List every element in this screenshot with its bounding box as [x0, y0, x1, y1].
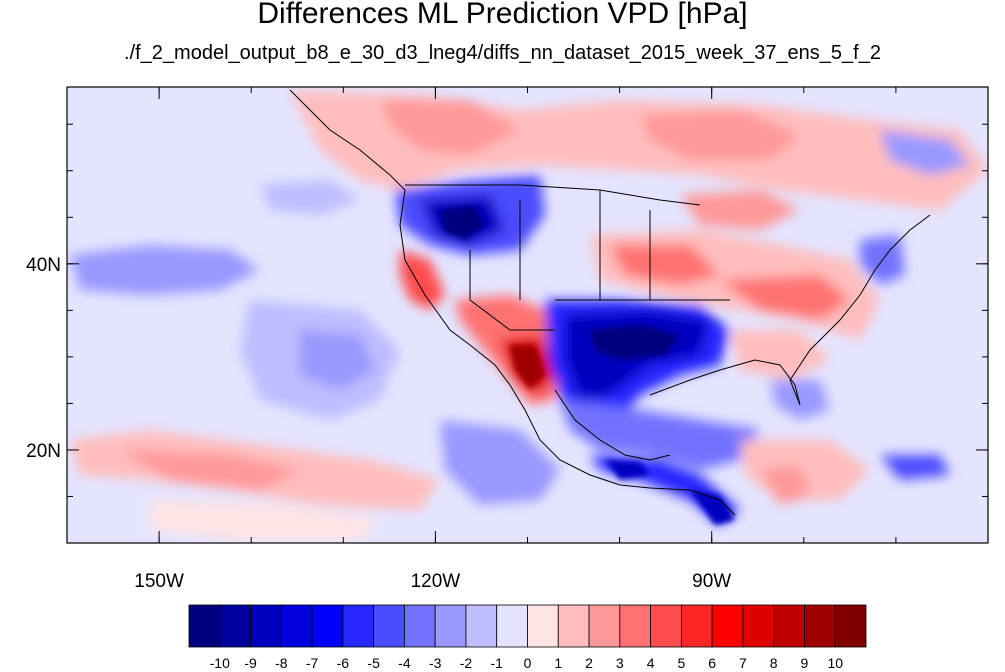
colorbar-swatch	[373, 604, 405, 648]
colorbar-swatch	[250, 604, 282, 648]
axis-tick-labels: 150W 120W 90W 40N 20N	[26, 255, 731, 592]
colorbar-swatch	[557, 604, 590, 648]
colorbar-swatch	[188, 604, 221, 648]
colorbar-level-label: 8	[770, 655, 778, 671]
colorbar-swatch	[496, 604, 528, 648]
colorbar-swatch	[527, 604, 559, 648]
y-tick-label: 20N	[26, 441, 61, 462]
colorbar-labels: -10 -9 -8 -7 -6 -5 -4 -3 -2 -1 0 1 2 3 4 5 6 7 8 9 10	[210, 655, 844, 671]
colorbar-swatch	[804, 604, 836, 648]
colorbar-swatch	[465, 604, 498, 648]
colorbar-swatch	[680, 604, 713, 648]
colorbar-level-label: 3	[616, 655, 624, 671]
colorbar-level-label: -3	[429, 655, 442, 671]
colorbar-swatch	[404, 604, 436, 648]
colorbar-level-label: -2	[460, 655, 473, 671]
colorbar-swatch	[834, 604, 867, 648]
colorbar-level-label: -7	[306, 655, 319, 671]
colorbar-level-label: -4	[398, 655, 411, 671]
colorbar-level-label: -9	[244, 655, 257, 671]
colorbar	[188, 604, 867, 648]
x-tick-label: 120W	[411, 571, 461, 592]
colorbar-level-label: -5	[367, 655, 380, 671]
colorbar-swatch	[619, 604, 651, 648]
difference-field	[67, 87, 988, 543]
colorbar-swatch	[650, 604, 682, 648]
colorbar-level-label: 6	[708, 655, 716, 671]
axis-ticks	[66, 87, 989, 543]
colorbar-level-label: -10	[210, 655, 230, 671]
colorbar-level-label: 9	[801, 655, 809, 671]
colorbar-level-label: 7	[739, 655, 747, 671]
colorbar-level-label: -1	[491, 655, 504, 671]
map-title: Differences ML Prediction VPD [hPa]	[257, 0, 748, 30]
colorbar-level-label: 2	[585, 655, 593, 671]
map-subtitle: ./f_2_model_output_b8_e_30_d3_lneg4/diff…	[124, 42, 881, 64]
y-tick-label: 40N	[26, 255, 61, 276]
colorbar-swatch	[311, 604, 344, 648]
coastlines	[289, 89, 931, 516]
colorbar-level-label: 5	[677, 655, 685, 671]
x-tick-label: 90W	[692, 571, 731, 592]
colorbar-swatch	[280, 604, 313, 648]
colorbar-swatch	[773, 604, 805, 648]
colorbar-swatch	[711, 604, 744, 648]
colorbar-swatch	[742, 604, 775, 648]
colorbar-level-label: 0	[524, 655, 532, 671]
colorbar-level-label: -6	[337, 655, 350, 671]
colorbar-swatch	[342, 604, 375, 648]
colorbar-level-label: -8	[275, 655, 288, 671]
colorbar-swatch	[588, 604, 621, 648]
colorbar-level-label: 10	[827, 655, 843, 671]
x-tick-label: 150W	[134, 571, 184, 592]
colorbar-swatch	[219, 604, 251, 648]
colorbar-swatch	[434, 604, 467, 648]
colorbar-level-label: 4	[647, 655, 655, 671]
colorbar-level-label: 1	[554, 655, 562, 671]
